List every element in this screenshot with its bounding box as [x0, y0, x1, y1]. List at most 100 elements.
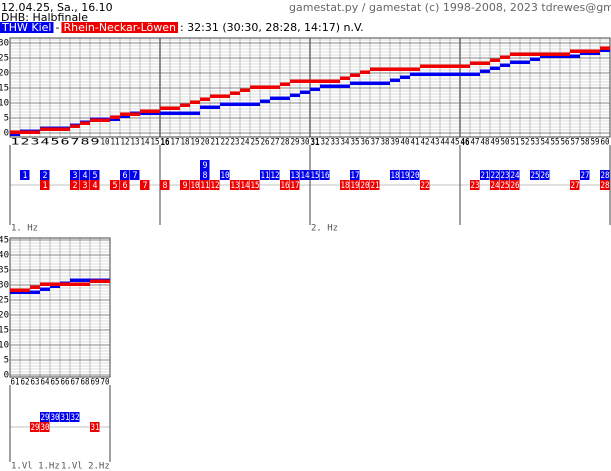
goal-box	[260, 170, 270, 180]
goal-box	[90, 170, 100, 180]
score-segment	[130, 112, 140, 116]
goal-box	[70, 180, 80, 190]
goal-box	[160, 180, 170, 190]
score-segment	[300, 90, 310, 94]
goal-label: 27	[581, 171, 590, 181]
goal-label: 31	[61, 413, 70, 423]
score-segment	[510, 52, 520, 56]
y-tick-label: 15	[0, 84, 9, 94]
team-away: Rhein-Neckar-Löwen	[63, 21, 176, 34]
goal-label: 23	[471, 181, 480, 191]
x-tick-label: 10	[101, 138, 110, 148]
score-segment	[90, 279, 100, 283]
goal-label: 5	[93, 171, 98, 181]
score-segment	[50, 284, 60, 288]
x-tick-label: 24	[241, 138, 250, 148]
goal-label: 25	[531, 171, 540, 181]
score-segment	[590, 49, 600, 53]
separator: -	[55, 21, 59, 34]
goal-label: 30	[51, 413, 60, 423]
x-tick-label: 14	[141, 138, 150, 148]
goal-label: 17	[291, 181, 300, 191]
score-segment	[180, 103, 190, 107]
x-tick-label: 37	[371, 138, 380, 148]
x-tick-label: 69	[91, 378, 100, 388]
goal-label: 29	[31, 423, 40, 433]
plot-frame	[9, 37, 611, 138]
score-segment	[110, 117, 120, 121]
goal-box	[210, 180, 220, 190]
x-tick-label: 13	[131, 138, 140, 148]
x-tick-label: 63	[31, 378, 40, 388]
score-segment	[140, 109, 150, 113]
y-tick-label: 30	[0, 39, 9, 49]
score-segment	[400, 75, 410, 79]
goal-label: 18	[391, 171, 400, 181]
goal-label: 23	[501, 171, 510, 181]
score-segment	[550, 54, 560, 58]
x-tick-label: 70	[101, 378, 110, 388]
goal-box	[140, 180, 150, 190]
goal-box	[290, 170, 300, 180]
x-tick-label: 43	[431, 138, 440, 148]
score-segment	[250, 85, 260, 89]
goal-label: 18	[341, 181, 350, 191]
y-tick-label: 25	[0, 296, 9, 306]
score-segment	[10, 130, 20, 134]
x-tick-label: 28	[281, 138, 290, 148]
score-segment	[240, 88, 250, 92]
goal-box	[120, 180, 130, 190]
x-tick-label: 47	[471, 138, 480, 148]
score-segment	[580, 51, 590, 55]
goal-box	[600, 180, 610, 190]
x-tick-label: 53	[531, 138, 540, 148]
x-tick-label: 42	[421, 138, 430, 148]
goal-box	[80, 180, 90, 190]
goal-box	[60, 412, 70, 422]
score-segment	[50, 282, 60, 286]
goal-label: 11	[261, 171, 270, 181]
score-segment	[420, 64, 430, 68]
goal-box	[120, 170, 130, 180]
y-tick-label: 5	[4, 356, 9, 366]
x-tick-label: 61	[11, 378, 20, 388]
score-segment	[360, 70, 370, 74]
score-segment	[330, 84, 340, 88]
x-tick-label: 1	[11, 138, 20, 148]
score-segment	[370, 81, 380, 85]
x-tick-label: 44	[441, 138, 450, 148]
x-tick-label: 40	[401, 138, 410, 148]
goal-label: 26	[511, 181, 520, 191]
score-segment	[90, 118, 100, 122]
score-segment	[470, 61, 480, 65]
x-tick-label: 4	[41, 138, 50, 148]
goal-box	[420, 180, 430, 190]
score-segment	[170, 111, 180, 115]
goal-box	[70, 412, 80, 422]
goal-label: 8	[163, 181, 168, 191]
goal-box	[360, 180, 370, 190]
goal-label: 5	[113, 181, 118, 191]
x-tick-label: 52	[521, 138, 530, 148]
x-tick-label: 48	[481, 138, 490, 148]
score-segment	[550, 52, 560, 56]
x-tick-label: 65	[51, 378, 60, 388]
score-segment	[70, 282, 80, 286]
goal-box	[540, 170, 550, 180]
y-tick-label: 45	[0, 236, 9, 246]
goal-box	[90, 180, 100, 190]
x-tick-label: 32	[321, 138, 330, 148]
goal-box	[110, 180, 120, 190]
goal-label: 7	[133, 171, 138, 181]
goal-label: 6	[123, 181, 128, 191]
score-segment	[410, 72, 420, 76]
score-segment	[440, 72, 450, 76]
x-tick-label: 7	[71, 138, 80, 148]
score-segment	[100, 118, 110, 122]
score-segment	[390, 67, 400, 71]
x-tick-label: 21	[211, 138, 220, 148]
goal-label: 7	[143, 181, 148, 191]
score-segment	[250, 102, 260, 106]
